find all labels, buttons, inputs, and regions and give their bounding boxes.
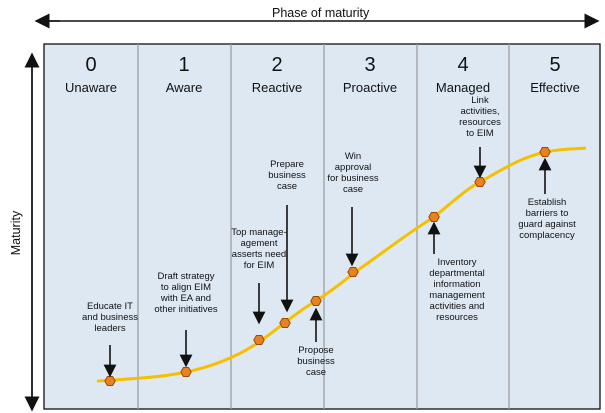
milestone-marker: [539, 147, 551, 157]
note-win: Win approval for business case: [327, 151, 379, 195]
milestone-marker: [428, 212, 440, 222]
phase-name-1: Aware: [165, 80, 203, 95]
milestone-marker: [347, 267, 359, 277]
note-draft: Draft strategy to align EIM with EA and …: [154, 271, 218, 315]
milestone-arrows: [103, 147, 552, 378]
note-educate: Educate IT and business leaders: [82, 301, 138, 334]
note-inventory: Inventory departmental information manag…: [429, 257, 485, 323]
milestone-marker: [474, 177, 486, 187]
phase-name-5: Effective: [530, 80, 580, 95]
phase-number-2: 2: [271, 54, 283, 76]
phase-name-3: Proactive: [342, 80, 398, 95]
note-top-mgmt: Top manage- agement asserts need for EIM: [231, 227, 287, 271]
phase-name-4: Managed: [435, 80, 491, 95]
diagram-panel: [43, 43, 601, 410]
note-prepare: Prepare business case: [268, 159, 306, 192]
milestone-marker: [279, 318, 291, 328]
phase-number-1: 1: [178, 54, 190, 76]
milestone-marker: [253, 335, 265, 345]
milestone-marker: [310, 296, 322, 306]
phase-name-2: Reactive: [251, 80, 303, 95]
note-link: Link activities, resources to EIM: [459, 95, 501, 139]
phase-number-5: 5: [549, 54, 561, 76]
phase-number-0: 0: [85, 54, 97, 76]
phase-number-4: 4: [457, 54, 469, 76]
phase-name-0: Unaware: [64, 80, 118, 95]
milestone-marker: [180, 367, 192, 377]
note-establish: Establish barriers to guard against comp…: [518, 197, 576, 241]
x-axis-title: Phase of maturity: [272, 6, 370, 20]
phase-number-3: 3: [364, 54, 376, 76]
milestone-marker: [104, 376, 116, 386]
milestone-markers: [104, 147, 551, 386]
note-propose: Propose business case: [297, 345, 335, 378]
y-axis-title: Maturity: [9, 210, 23, 256]
